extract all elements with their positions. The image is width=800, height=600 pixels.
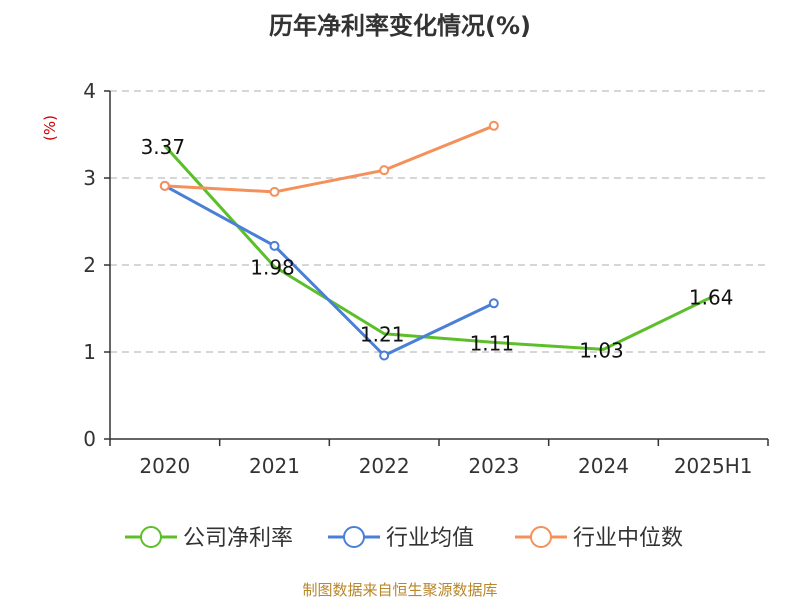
series-layer bbox=[159, 120, 714, 361]
legend: 公司净利率 行业均值 行业中位数 bbox=[125, 526, 683, 551]
series-line bbox=[164, 184, 495, 357]
x-tick-label: 2024 bbox=[578, 454, 629, 478]
data-point bbox=[379, 350, 390, 361]
legend-swatch-marker bbox=[140, 526, 162, 548]
x-tick-label: 2020 bbox=[139, 454, 190, 478]
y-axis-unit: (%) bbox=[41, 115, 59, 141]
y-tick-label: 3 bbox=[83, 166, 96, 190]
series-line bbox=[163, 144, 714, 351]
data-point bbox=[488, 298, 499, 309]
legend-swatch-marker bbox=[530, 526, 552, 548]
data-point bbox=[269, 240, 280, 251]
data-point bbox=[269, 186, 280, 197]
data-point bbox=[159, 180, 170, 191]
y-tick-label: 2 bbox=[83, 253, 96, 277]
x-tick-label: 2023 bbox=[468, 454, 519, 478]
y-tick-label: 4 bbox=[83, 79, 96, 103]
data-label: 1.98 bbox=[250, 256, 295, 280]
data-label-layer: 3.37 1.98 1.21 1.11 1.03 1.64 bbox=[141, 135, 734, 363]
x-tick-label: 2025H1 bbox=[674, 454, 753, 478]
data-label: 1.11 bbox=[470, 331, 515, 355]
series-line bbox=[164, 124, 495, 194]
legend-label: 行业均值 bbox=[386, 526, 474, 551]
y-tick-label: 0 bbox=[83, 427, 96, 451]
data-point bbox=[379, 165, 390, 176]
legend-swatch-marker bbox=[343, 526, 365, 548]
x-tick-label: 2021 bbox=[249, 454, 300, 478]
axis-layer: 0 1 2 3 4 2020 2021 2022 2023 2024 2025H1 bbox=[83, 79, 769, 478]
data-label: 3.37 bbox=[141, 135, 186, 159]
data-point bbox=[488, 120, 499, 131]
source-note: 制图数据来自恒生聚源数据库 bbox=[302, 581, 497, 599]
legend-label: 公司净利率 bbox=[183, 526, 293, 551]
data-label: 1.64 bbox=[689, 285, 734, 309]
grid-layer bbox=[110, 90, 768, 353]
chart-title: 历年净利率变化情况(%) bbox=[269, 12, 531, 40]
x-tick-label: 2022 bbox=[359, 454, 410, 478]
y-tick-label: 1 bbox=[83, 340, 96, 364]
data-label: 1.21 bbox=[360, 323, 405, 347]
legend-label: 行业中位数 bbox=[573, 526, 683, 551]
data-label: 1.03 bbox=[579, 338, 624, 362]
